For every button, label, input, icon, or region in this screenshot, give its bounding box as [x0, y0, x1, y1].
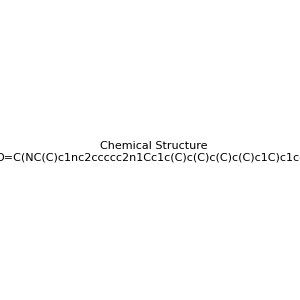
Text: Chemical Structure
O=C(NC(C)c1nc2ccccc2n1Cc1c(C)c(C)c(C)c(C)c1C)c1ccc: Chemical Structure O=C(NC(C)c1nc2ccccc2n… — [0, 141, 300, 162]
